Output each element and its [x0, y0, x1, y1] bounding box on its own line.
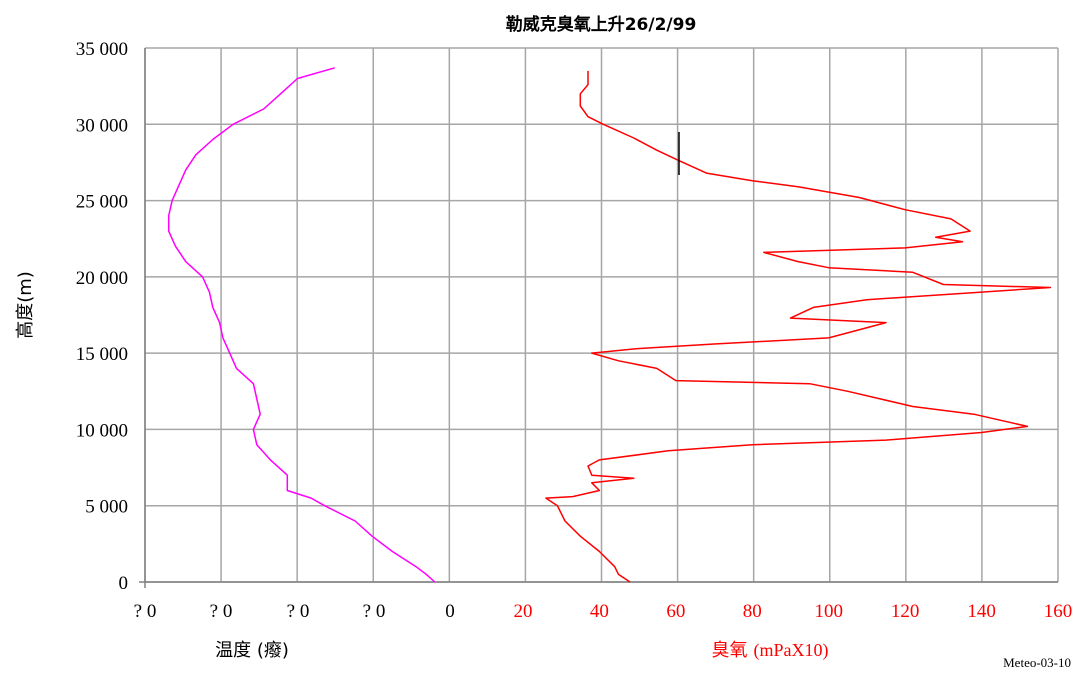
y-tick-label: 30 000	[76, 115, 128, 136]
temperature-tick-label: ? 0	[363, 601, 386, 622]
ozone-tick-label: 40	[590, 601, 609, 622]
ozone-tick-label: 120	[891, 601, 920, 622]
temperature-tick-label: ? 0	[210, 601, 233, 622]
y-tick-label: 25 000	[76, 192, 128, 213]
ozone-series-line	[545, 70, 1052, 583]
ozone-tick-label: 60	[666, 601, 685, 622]
ozone-tick-label: 20	[514, 601, 533, 622]
temperature-tick-label: ? 0	[134, 601, 157, 622]
ozone-tick-label: 160	[1044, 601, 1073, 622]
ozone-tick-labels: 20 40 60 80 100 120 140 160	[514, 601, 1073, 622]
temperature-tick-label: ? 0	[287, 601, 310, 622]
y-tick-labels: 0 5 000 10 000 15 000 20 000 25 000 30 000 35 0…	[76, 39, 128, 594]
grid	[139, 47, 1059, 588]
ozone-tick-label: 80	[743, 601, 762, 622]
y-tick-label: 5 000	[85, 497, 128, 518]
temperature-axis-label: 温度 (癈)	[215, 640, 289, 661]
ozone-axis-label: 臭氧 (mPaX10)	[712, 640, 829, 661]
y-tick-label: 10 000	[76, 420, 128, 441]
y-tick-label: 0	[119, 573, 129, 594]
y-tick-label: 15 000	[76, 344, 128, 365]
ozone-axis-label-unit: (mPaX10)	[754, 640, 829, 661]
temperature-tick-labels: ? 0 ? 0 ? 0 ? 0 0	[134, 601, 455, 622]
temperature-tick-label: 0	[445, 601, 455, 622]
ozone-tick-label: 100	[814, 601, 843, 622]
y-tick-label: 20 000	[76, 268, 128, 289]
ozone-axis-label-main: 臭氧	[712, 640, 748, 661]
ozone-tick-label: 140	[967, 601, 996, 622]
temperature-series-line	[167, 67, 436, 583]
credit-label: Meteo-03-10	[1003, 655, 1071, 670]
chart-title: 勒威克臭氧上升26/2/99	[506, 14, 697, 35]
y-tick-label: 35 000	[76, 39, 128, 60]
y-axis-label: 高度(m)	[15, 271, 36, 339]
